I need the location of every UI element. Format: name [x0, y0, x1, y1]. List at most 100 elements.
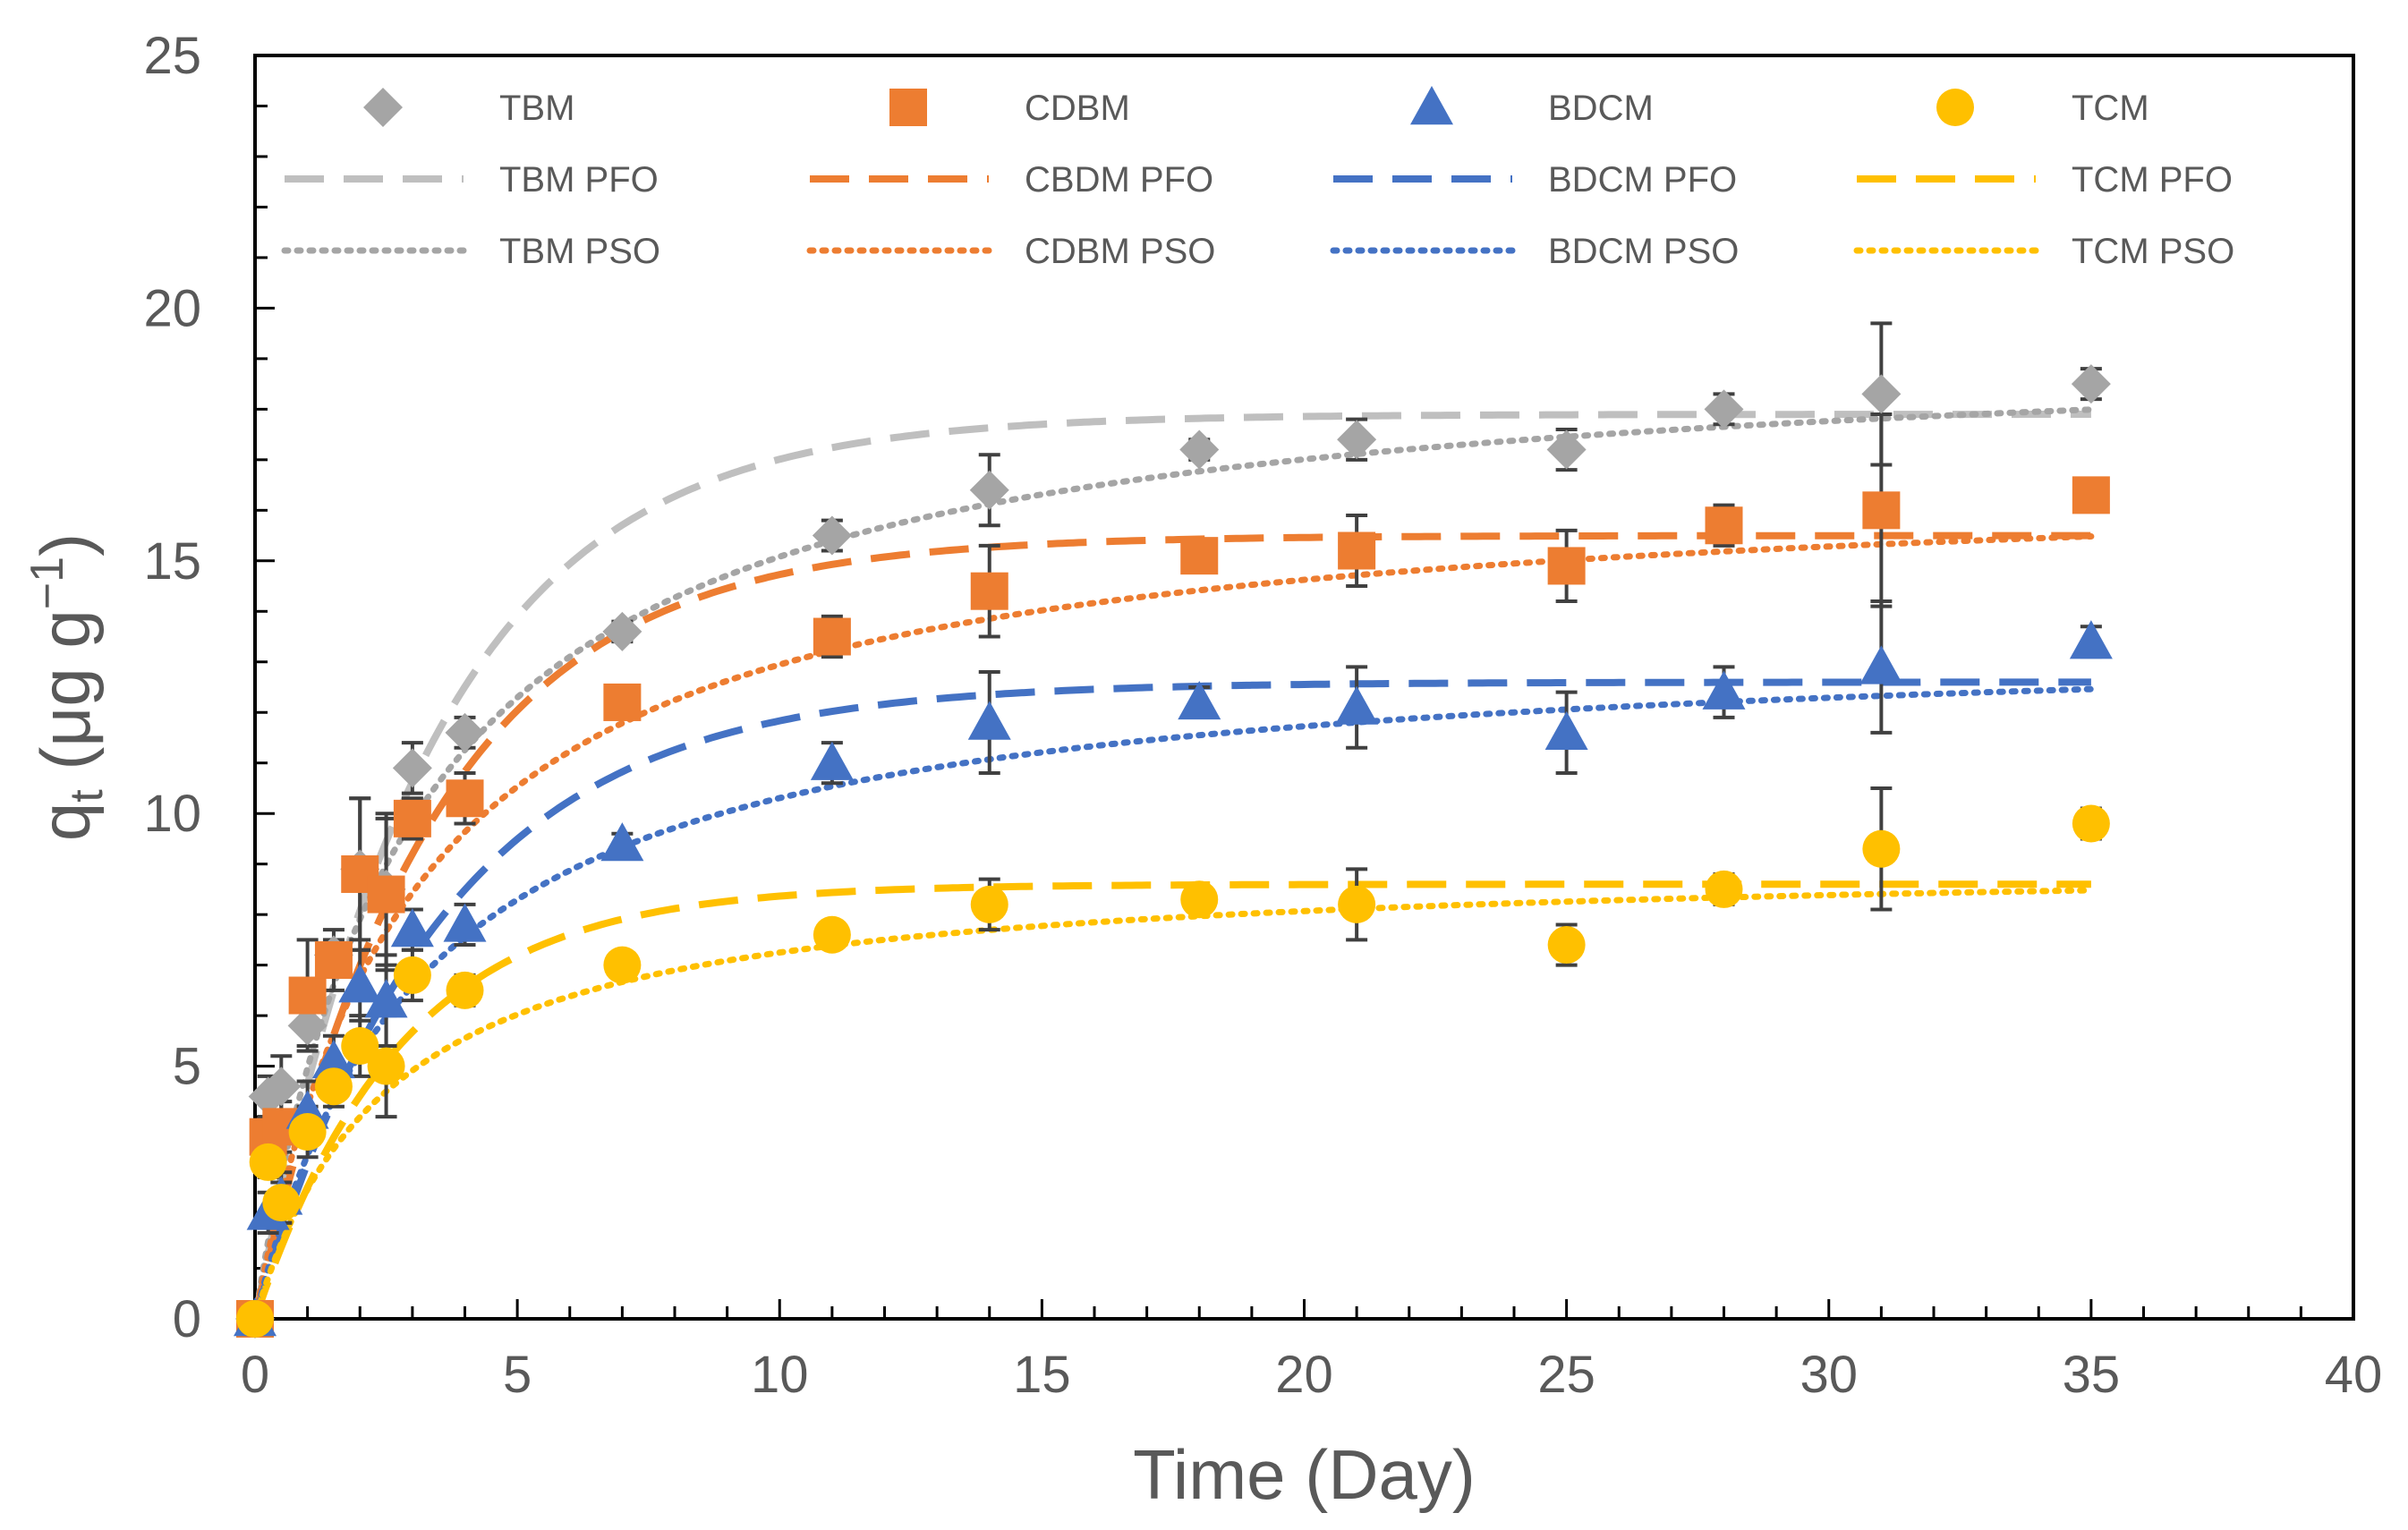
point-cdbm [1338, 531, 1376, 570]
y-axis-tick-labels: 0 5 10 15 20 25 [143, 27, 201, 1348]
legend-label-bdcm-pfo: BDCM PFO [1548, 160, 1737, 200]
point-tcm [1862, 829, 1901, 868]
point-tcm [314, 1067, 353, 1106]
x-tick-label: 25 [1537, 1346, 1595, 1404]
point-bdcm [1335, 685, 1379, 725]
point-cdbm [2072, 476, 2110, 514]
x-tick-label: 30 [1800, 1346, 1858, 1404]
point-bdcm [600, 822, 644, 862]
x-tick-label: 20 [1275, 1346, 1333, 1404]
point-tbm [2071, 364, 2111, 404]
point-tcm [2072, 804, 2110, 843]
point-tcm [603, 946, 642, 984]
curve-bdcm-pso [251, 685, 2095, 1322]
point-bdcm [390, 908, 434, 948]
y-axis-title-subscript: t [61, 789, 113, 803]
point-tcm [1547, 926, 1586, 965]
point-tbm [1179, 429, 1220, 470]
point-cdbm [603, 683, 642, 721]
point-cdbm [367, 875, 405, 914]
y-tick-label: 10 [143, 785, 201, 843]
point-tbm [969, 470, 1009, 510]
y-axis-title-unit: (μg g [26, 609, 105, 789]
point-tbm [602, 611, 642, 651]
point-tbm [1337, 420, 1377, 460]
point-bdcm [1544, 710, 1588, 751]
curve-tcm-pfo [251, 880, 2091, 1321]
y-tick-label: 0 [173, 1290, 201, 1348]
point-bdcm [338, 964, 382, 1003]
legend-marker-cdbm [889, 89, 927, 126]
x-tick-label: 40 [2325, 1346, 2383, 1404]
point-tcm [236, 1300, 274, 1338]
point-tcm [813, 915, 851, 954]
point-tcm [446, 971, 484, 1009]
point-tbm [287, 1006, 328, 1046]
x-tick-label: 35 [2063, 1346, 2121, 1404]
y-tick-label: 5 [173, 1038, 201, 1096]
y-tick-label: 15 [143, 532, 201, 591]
point-cdbm [1862, 491, 1901, 530]
point-bdcm [443, 903, 487, 942]
legend-marker-tcm [1936, 89, 1974, 126]
point-bdcm [311, 1039, 355, 1079]
point-cdbm [970, 572, 1008, 610]
y-axis-title-superscript: −1 [21, 557, 73, 609]
point-bdcm [1859, 645, 1903, 684]
curve-tcm-pso [251, 887, 2095, 1322]
point-tbm [1704, 389, 1744, 429]
legend-label-tbm-pso: TBM PSO [499, 232, 660, 271]
legend-marker-tbm [363, 88, 403, 127]
point-bdcm [1702, 670, 1746, 710]
legend-label-tbm: TBM [499, 89, 574, 128]
point-cdbm [393, 799, 431, 837]
legend-label-cdbm-pso: CDBM PSO [1025, 232, 1215, 271]
x-axis-tick-labels: 0 5 10 15 20 25 30 35 40 [241, 1346, 2382, 1404]
point-bdcm [2069, 620, 2113, 659]
point-cdbm [446, 779, 484, 818]
point-tcm [367, 1047, 405, 1085]
curve-tbm-pso [251, 406, 2095, 1322]
point-tbm [392, 748, 432, 788]
y-tick-label: 25 [143, 27, 201, 85]
point-tcm [393, 956, 431, 994]
point-cdbm [288, 976, 327, 1015]
point-tcm [249, 1143, 287, 1181]
curve-tbm-pfo [251, 411, 2091, 1320]
point-tcm [288, 1113, 327, 1152]
point-cdbm [813, 617, 851, 656]
point-tcm [262, 1184, 301, 1222]
point-tbm [445, 712, 485, 752]
x-axis-ticks [253, 1299, 2355, 1319]
curve-cbdm-pfo [251, 531, 2091, 1320]
curve-cdbm-pso [251, 533, 2095, 1322]
x-tick-label: 0 [241, 1346, 269, 1404]
curve-bdcm-pfo [251, 678, 2091, 1321]
point-tcm [1180, 880, 1219, 919]
point-tcm [1338, 885, 1376, 923]
point-cdbm [314, 940, 353, 979]
legend-marker-bdcm [1410, 86, 1453, 125]
point-cdbm [1180, 537, 1219, 575]
data-markers [234, 364, 2113, 1339]
point-tcm [341, 1027, 379, 1066]
point-tcm [1705, 870, 1743, 908]
y-axis-title: qt (μg g−1) [21, 533, 113, 841]
legend-label-tcm-pfo: TCM PFO [2072, 160, 2233, 200]
point-tbm [1546, 429, 1587, 470]
legend: TBM CDBM BDCM TCM TBM PFO CBDM PFO BDCM PFO TCM… [281, 86, 2234, 271]
y-tick-label: 20 [143, 279, 201, 337]
x-tick-label: 5 [503, 1346, 532, 1404]
y-axis-title-close: ) [26, 533, 105, 557]
point-bdcm [1178, 680, 1221, 720]
legend-label-tcm-pso: TCM PSO [2072, 232, 2234, 271]
point-bdcm [364, 979, 408, 1018]
model-curves [251, 406, 2095, 1322]
legend-label-bdcm-pso: BDCM PSO [1548, 232, 1739, 271]
point-tbm [812, 515, 852, 556]
point-tbm [1861, 374, 1902, 414]
x-axis-title: Time (Day) [1133, 1435, 1476, 1514]
legend-label-cdbm: CDBM [1025, 89, 1130, 128]
